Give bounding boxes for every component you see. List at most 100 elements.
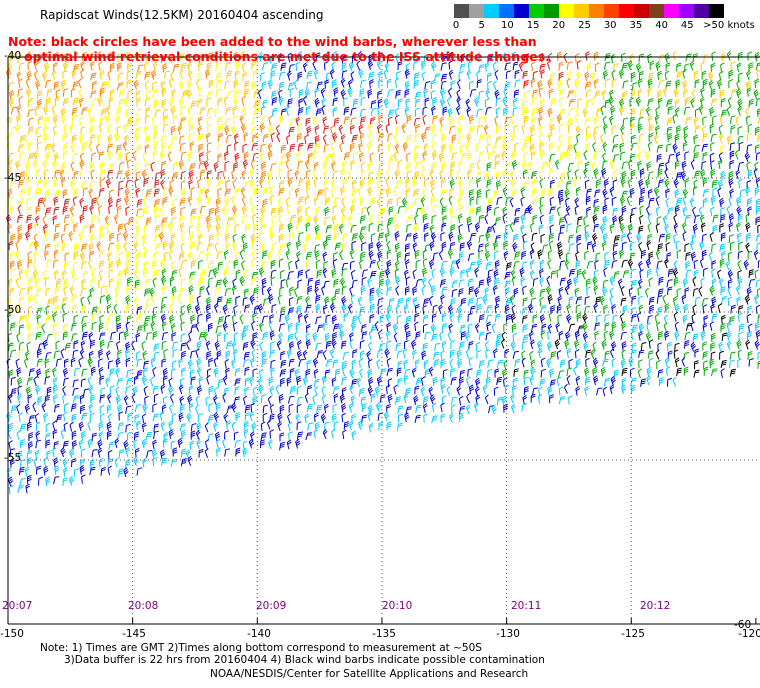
wind-barb	[92, 322, 97, 331]
wind-barb	[295, 260, 301, 269]
wind-barb	[496, 180, 501, 189]
wind-barb	[484, 125, 491, 134]
wind-barb	[603, 233, 609, 242]
wind-barb	[294, 331, 301, 340]
wind-barb	[406, 153, 411, 162]
wind-barb	[522, 125, 528, 134]
wind-barb	[36, 206, 40, 215]
wind-barb	[54, 206, 59, 215]
wind-barb	[278, 215, 285, 224]
wind-barb	[523, 324, 528, 333]
wind-barb	[451, 225, 455, 234]
wind-barb	[549, 89, 554, 98]
wind-barb	[216, 198, 221, 207]
wind-barb	[199, 161, 205, 170]
wind-barb	[405, 287, 409, 296]
wind-barb	[226, 180, 230, 189]
wind-barb	[756, 127, 760, 136]
wind-barb	[51, 143, 58, 152]
wind-barb	[207, 151, 212, 160]
wind-barb	[655, 62, 661, 71]
wind-barb	[233, 322, 238, 331]
wind-barb	[171, 324, 177, 333]
wind-barb	[169, 251, 175, 260]
wind-barb	[15, 124, 22, 133]
wind-barb	[729, 214, 734, 223]
wind-barb	[531, 117, 536, 126]
wind-barb	[667, 287, 672, 296]
wind-barb	[89, 162, 96, 171]
wind-barb	[43, 106, 50, 115]
wind-barb	[347, 169, 354, 178]
wind-barb	[45, 278, 49, 287]
wind-barb	[682, 232, 688, 241]
wind-barb	[55, 286, 60, 295]
wind-barb	[243, 342, 248, 351]
wind-barb	[160, 151, 166, 160]
wind-barb	[280, 115, 285, 124]
wind-barb	[99, 152, 104, 161]
wind-barb	[505, 124, 509, 133]
wind-barb	[36, 332, 42, 341]
wind-barb	[485, 63, 490, 72]
wind-barb	[638, 179, 644, 188]
wind-barb	[285, 160, 292, 169]
wind-barb	[447, 97, 454, 106]
wind-barb	[747, 314, 752, 323]
wind-barb	[755, 270, 760, 279]
wind-barb	[314, 70, 320, 79]
wind-barb	[627, 233, 634, 242]
wind-barb	[510, 198, 517, 207]
wind-barb	[520, 225, 526, 234]
wind-barb	[189, 277, 194, 286]
wind-barb	[690, 61, 697, 70]
wind-barb	[315, 207, 321, 216]
wind-barb	[650, 305, 654, 314]
wind-barb	[252, 127, 256, 136]
wind-barb	[692, 277, 699, 286]
wind-barb	[748, 306, 752, 315]
wind-barb	[367, 162, 373, 171]
wind-barb	[538, 125, 544, 134]
wind-barb	[631, 280, 637, 289]
wind-barb	[460, 63, 466, 72]
wind-barb	[636, 233, 643, 242]
wind-barb	[55, 332, 59, 341]
wind-barb	[604, 179, 609, 188]
wind-barb	[28, 223, 32, 232]
wind-barb	[162, 322, 167, 331]
wind-barb	[468, 313, 472, 322]
wind-barb	[432, 215, 436, 224]
wind-barb	[117, 107, 122, 116]
wind-barb	[582, 108, 589, 117]
wind-barb	[559, 217, 564, 226]
wind-barb	[422, 277, 429, 286]
wind-barb	[656, 250, 663, 259]
wind-barb	[279, 234, 283, 243]
wind-barb	[486, 262, 492, 271]
wind-barb	[521, 277, 527, 286]
wind-barb	[362, 207, 367, 216]
wind-barb	[601, 340, 607, 349]
wind-barb	[721, 53, 726, 62]
wind-barb	[524, 90, 530, 99]
wind-barb	[343, 351, 349, 360]
wind-barb	[37, 349, 42, 358]
wind-barb	[298, 280, 302, 289]
wind-barb	[457, 350, 463, 359]
wind-barb	[394, 333, 401, 342]
wind-barb	[582, 314, 589, 323]
wind-barb	[126, 207, 131, 216]
wind-barb	[493, 349, 499, 358]
wind-barb	[477, 196, 481, 205]
wind-barb	[306, 223, 311, 232]
wind-barb	[559, 135, 564, 144]
wind-barb	[658, 98, 663, 107]
wind-barb	[540, 142, 545, 151]
wind-barb	[441, 279, 446, 288]
wind-barb	[304, 314, 310, 323]
wind-barbs-layer	[6, 51, 760, 494]
wind-barb	[72, 135, 77, 144]
wind-barb	[528, 161, 535, 170]
wind-barb	[753, 90, 760, 99]
